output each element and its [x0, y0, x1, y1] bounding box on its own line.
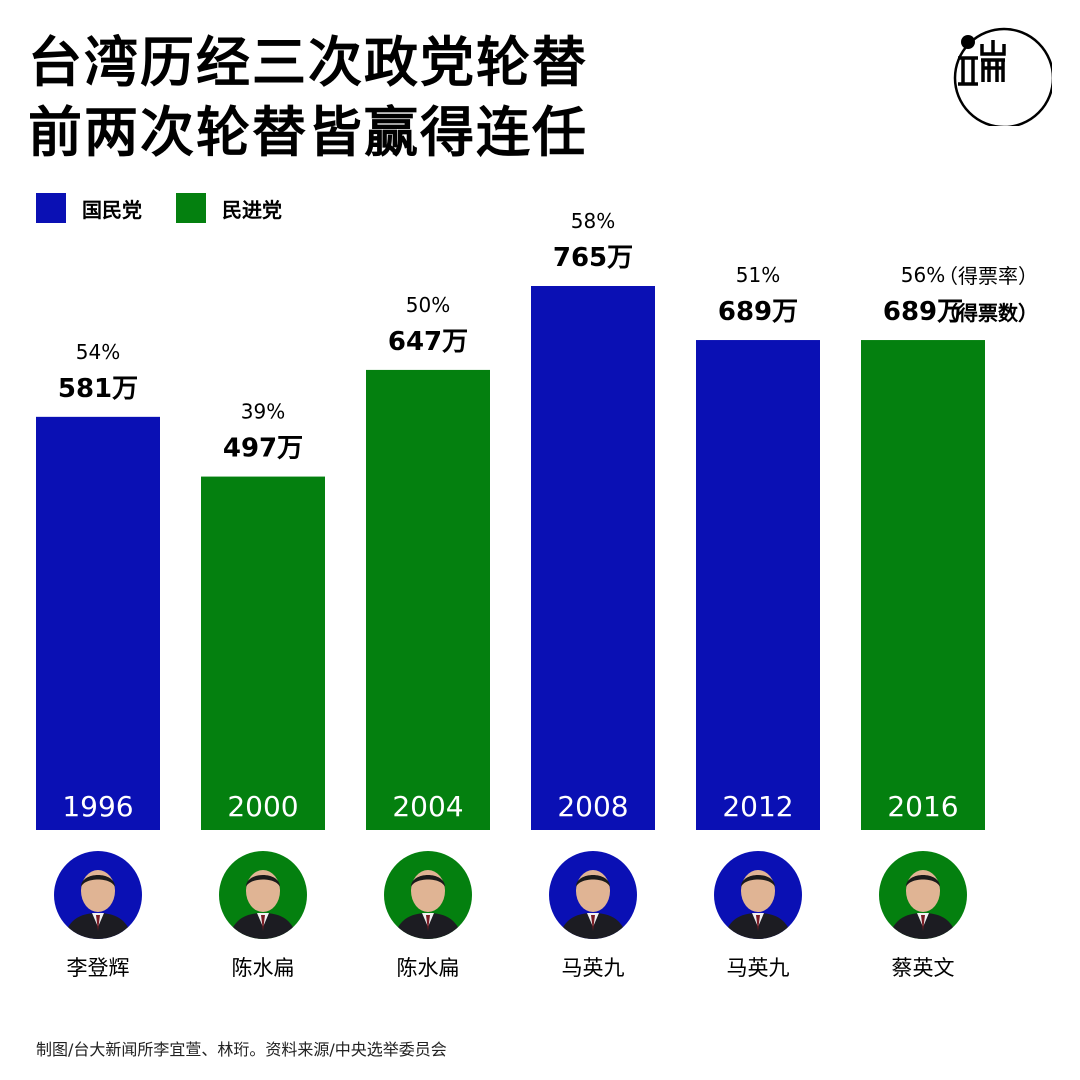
note-vote-rate: （得票率） [938, 264, 1038, 288]
bar-year-label-2012: 2012 [722, 790, 793, 823]
legend-label-dpp: 民进党 [222, 197, 282, 222]
portrait-icon [54, 851, 142, 939]
note-vote-count: （得票数） [938, 301, 1038, 325]
vote-count-label-2008: 765万 [553, 243, 633, 273]
bar-2004 [366, 369, 490, 830]
legend-label-kmt: 国民党 [82, 197, 142, 222]
bar-2000 [201, 476, 325, 830]
portrait-icon [549, 851, 637, 939]
legend-item-kmt: 国民党 [36, 193, 142, 223]
vote-rate-label-1996: 54% [76, 340, 120, 364]
bar-year-label-2016: 2016 [887, 790, 958, 823]
vote-count-label-1996: 581万 [58, 374, 138, 404]
vote-count-label-2004: 647万 [388, 327, 468, 357]
vote-rate-label-2012: 51% [736, 263, 780, 287]
bar-year-label-2000: 2000 [227, 790, 298, 823]
portrait-icon [879, 851, 967, 939]
candidate-name: 陈水扁 [231, 956, 295, 980]
candidate-name: 马英九 [561, 956, 625, 980]
legend: 国民党 民进党 [36, 192, 316, 224]
bar-2012 [696, 340, 820, 830]
legend-item-dpp: 民进党 [176, 193, 282, 223]
footer-credit: 制图/台大新闻所李宜萱、林珩。资料来源/中央选举委员会 [36, 1040, 447, 1059]
bar-1996 [36, 416, 160, 830]
vote-rate-label-2008: 58% [571, 209, 615, 233]
title-line-1: 台湾历经三次政党轮替 [28, 31, 588, 94]
title-line-2: 前两次轮替皆赢得连任 [28, 101, 588, 164]
candidate-name: 李登辉 [66, 956, 130, 980]
vote-count-label-2000: 497万 [223, 434, 303, 464]
candidate-name: 马英九 [726, 956, 790, 980]
portrait-icon [714, 851, 802, 939]
bar-2016 [861, 340, 985, 830]
initium-logo-icon [952, 26, 1055, 129]
bar-2008 [531, 286, 655, 830]
candidate-name: 蔡英文 [891, 956, 955, 980]
bar-year-label-1996: 1996 [62, 790, 133, 823]
portrait-icon [219, 851, 307, 939]
candidate-name: 陈水扁 [396, 956, 460, 980]
portrait-icon [384, 851, 472, 939]
bar-year-label-2008: 2008 [557, 790, 628, 823]
vote-count-label-2012: 689万 [718, 297, 798, 327]
vote-rate-label-2000: 39% [241, 400, 285, 424]
chart-title: 台湾历经三次政党轮替 前两次轮替皆赢得连任 [28, 28, 588, 168]
bar-year-label-2004: 2004 [392, 790, 463, 823]
vote-rate-label-2004: 50% [406, 293, 450, 317]
legend-swatch-kmt [36, 193, 66, 223]
legend-swatch-dpp [176, 193, 206, 223]
